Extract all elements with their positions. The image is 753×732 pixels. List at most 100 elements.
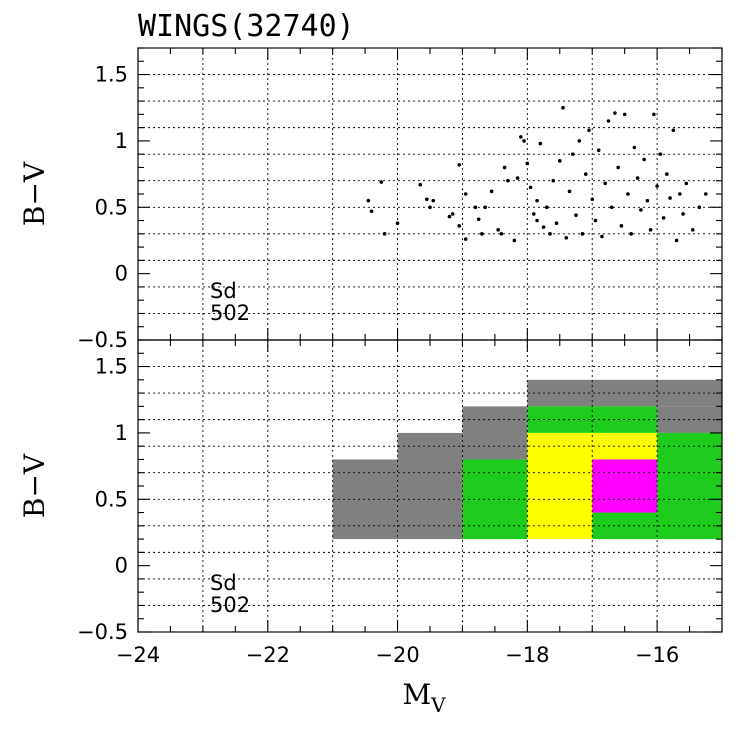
data-point (561, 105, 565, 110)
morph-type-label: Sd (210, 571, 237, 595)
data-point (525, 161, 530, 166)
data-point (554, 221, 559, 225)
data-point (590, 197, 595, 202)
data-point (541, 225, 546, 229)
data-point (457, 163, 462, 167)
data-point (661, 216, 666, 220)
heatmap-cell-magenta (592, 459, 658, 513)
data-point (587, 128, 591, 133)
data-point (548, 232, 552, 236)
data-point (428, 205, 432, 210)
data-point (639, 208, 643, 212)
data-point (557, 159, 562, 163)
y-tick-label: 1.5 (95, 355, 128, 379)
x-tick-label: −18 (505, 643, 549, 667)
data-point (577, 139, 582, 143)
x-axis-label-subscript: V (430, 693, 446, 717)
data-point (635, 176, 640, 180)
data-point (678, 192, 682, 196)
data-point (655, 184, 659, 188)
data-point (476, 217, 481, 222)
data-point (499, 232, 504, 236)
galaxy-count-label: 502 (210, 301, 250, 325)
data-point (379, 180, 384, 184)
data-point (496, 228, 500, 232)
data-point (622, 112, 627, 117)
data-point (366, 198, 371, 203)
data-point (574, 213, 578, 218)
galaxy-count-label: 502 (210, 593, 250, 617)
data-point (431, 198, 436, 203)
y-tick-label: 1 (115, 421, 128, 445)
data-point (506, 178, 510, 183)
data-point (512, 238, 517, 243)
data-point (684, 181, 689, 186)
data-point (457, 224, 462, 228)
heatmap-cell-gray (462, 406, 528, 460)
y-tick-label: −0.5 (77, 620, 128, 644)
y-tick-label: 1.5 (95, 63, 128, 87)
data-point (567, 189, 572, 194)
data-point (545, 205, 549, 210)
data-point (613, 111, 617, 115)
data-point (519, 135, 523, 139)
heatmap-cell-gray (397, 432, 463, 540)
data-point (528, 185, 533, 190)
data-point (616, 165, 620, 170)
data-point (538, 141, 543, 146)
data-point (619, 224, 624, 228)
data-point (395, 221, 400, 225)
y-axis-label: B−V (18, 161, 51, 226)
data-point (522, 139, 526, 143)
data-point (424, 197, 429, 202)
data-point (480, 232, 484, 236)
data-point (697, 205, 702, 210)
data-point (489, 189, 494, 194)
data-point (447, 214, 452, 219)
x-tick-label: −22 (246, 643, 290, 667)
data-point (564, 236, 569, 240)
x-tick-label: −16 (635, 643, 679, 667)
heatmap-cell-gray (332, 459, 398, 540)
y-axis-label: B−V (18, 453, 51, 518)
data-point (593, 218, 598, 223)
y-tick-label: −0.5 (77, 328, 128, 352)
heatmap-cell-green (657, 432, 722, 540)
morph-type-label: Sd (210, 279, 237, 303)
data-point (658, 152, 663, 156)
data-point (671, 128, 676, 133)
data-point (551, 178, 556, 183)
data-point (652, 112, 656, 117)
data-point (583, 172, 588, 176)
data-point (600, 234, 604, 239)
data-point (665, 172, 669, 176)
y-tick-label: 0 (115, 262, 128, 286)
data-point (463, 192, 468, 196)
data-point (473, 205, 478, 210)
y-tick-label: 0.5 (95, 195, 128, 219)
data-point (648, 228, 653, 232)
data-point (674, 238, 679, 243)
x-tick-label: −24 (116, 643, 160, 667)
data-point (483, 205, 487, 210)
data-point (645, 198, 650, 203)
heatmap-cell-yellow (527, 432, 593, 540)
y-tick-label: 0 (115, 554, 128, 578)
data-point (642, 157, 646, 162)
data-point (535, 198, 539, 203)
data-point (691, 228, 695, 232)
data-point (703, 192, 708, 196)
data-point (626, 192, 630, 196)
data-point (369, 209, 374, 214)
data-point (450, 212, 455, 216)
data-point (418, 182, 423, 187)
data-point (570, 152, 575, 156)
data-point (629, 232, 633, 236)
y-tick-label: 0.5 (95, 487, 128, 511)
data-point (463, 237, 468, 241)
x-tick-label: −20 (375, 643, 419, 667)
data-point (681, 212, 685, 216)
data-point (515, 176, 520, 180)
